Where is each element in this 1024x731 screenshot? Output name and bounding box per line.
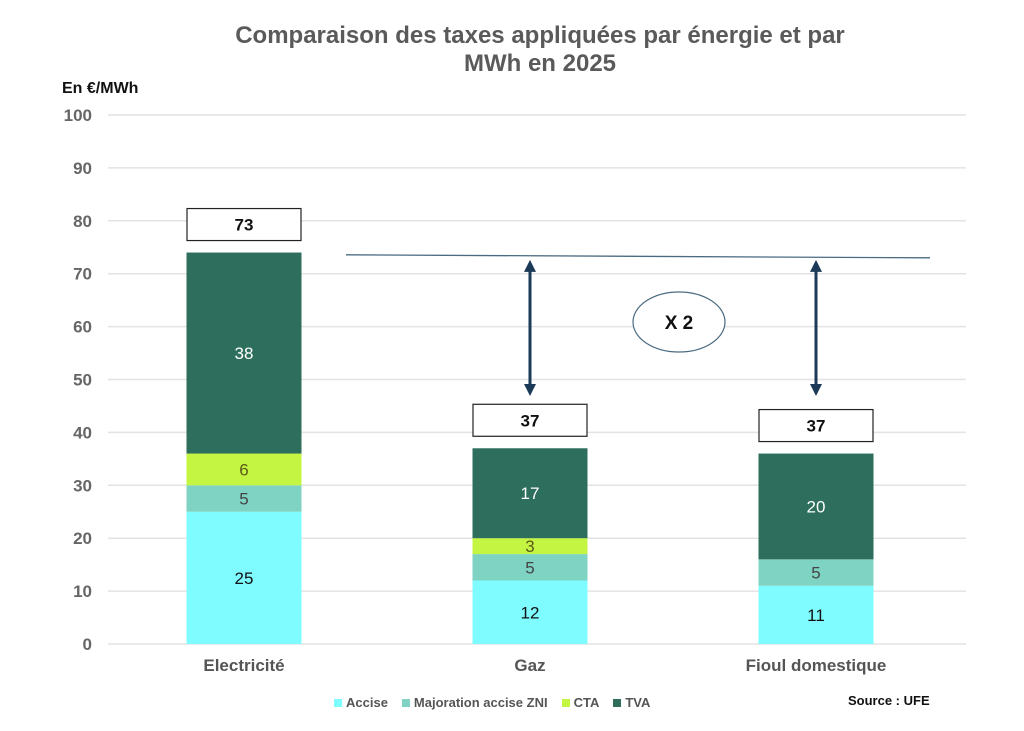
chart-title: Comparaison des taxes appliquées par éne… [150, 22, 930, 78]
data-label: 5 [525, 558, 534, 577]
data-label: 11 [807, 606, 825, 625]
legend: Accise Majoration accise ZNI CTA TVA [334, 695, 650, 710]
y-tick-label: 20 [73, 529, 92, 548]
total-label: 37 [807, 417, 826, 436]
y-tick-label: 90 [73, 159, 92, 178]
bar-segment [186, 453, 302, 486]
data-label: 6 [239, 460, 248, 479]
legend-swatch [613, 698, 622, 707]
y-tick-label: 80 [73, 212, 92, 231]
y-axis-unit-label: En €/MWh [62, 80, 139, 97]
legend-item: Accise [334, 695, 388, 710]
data-label: 38 [235, 344, 254, 363]
arrow-head-up [524, 259, 536, 272]
legend-label: Accise [346, 695, 388, 710]
data-label: 3 [525, 537, 534, 556]
bar-segment [186, 252, 302, 454]
data-label: 12 [521, 603, 540, 622]
legend-label: TVA [625, 695, 651, 710]
chart-title-line-2: MWh en 2025 [463, 50, 617, 77]
legend-swatch [401, 698, 410, 707]
data-label: 25 [235, 569, 254, 588]
legend-item: Majoration accise ZNI [401, 695, 548, 710]
legend-swatch [334, 698, 342, 707]
y-tick-label: 50 [73, 371, 92, 390]
bar-segment [186, 511, 302, 644]
legend-swatch [561, 698, 570, 707]
legend-item: CTA [561, 695, 600, 710]
bar-segment [758, 453, 874, 560]
bar-segment [472, 448, 588, 539]
data-label: 20 [807, 497, 826, 516]
source-note: Source : UFE [848, 693, 930, 708]
total-box [758, 408, 874, 443]
y-tick-label: 70 [73, 265, 92, 284]
y-tick-label: 100 [64, 106, 92, 125]
arrow-head-down [524, 384, 536, 396]
total-box [472, 403, 588, 437]
bar-segment [472, 554, 588, 581]
total-box [186, 207, 302, 242]
chart-title-line-1: Comparaison des taxes appliquées par éne… [235, 22, 845, 49]
x-tick-label: Gaz [514, 656, 545, 675]
data-label: 5 [811, 564, 820, 583]
arrow-head-down [810, 384, 822, 396]
legend-label: CTA [573, 695, 600, 710]
legend-label: Majoration accise ZNI [413, 695, 548, 710]
y-tick-label: 40 [73, 423, 92, 442]
total-label: 73 [235, 216, 254, 235]
multiplier-label: X 2 [665, 313, 694, 334]
y-tick-label: 30 [73, 476, 92, 495]
data-label: 5 [239, 490, 248, 509]
bar-segment [758, 585, 874, 644]
multiplier-ellipse [632, 291, 726, 353]
y-tick-label: 60 [73, 318, 92, 337]
arrow-head-up [810, 259, 822, 272]
y-tick-label: 10 [73, 582, 92, 601]
y-tick-label: 0 [83, 635, 92, 654]
x-tick-label: Fioul domestique [746, 656, 887, 675]
legend-item: TVA [613, 695, 650, 710]
x-tick-label: Electricité [203, 656, 284, 675]
reference-line [345, 254, 931, 259]
total-label: 37 [521, 411, 540, 430]
bar-segment [758, 559, 874, 586]
bar-segment [186, 485, 302, 512]
bar-segment [472, 580, 588, 644]
data-label: 17 [521, 484, 540, 503]
bar-segment [472, 538, 588, 555]
